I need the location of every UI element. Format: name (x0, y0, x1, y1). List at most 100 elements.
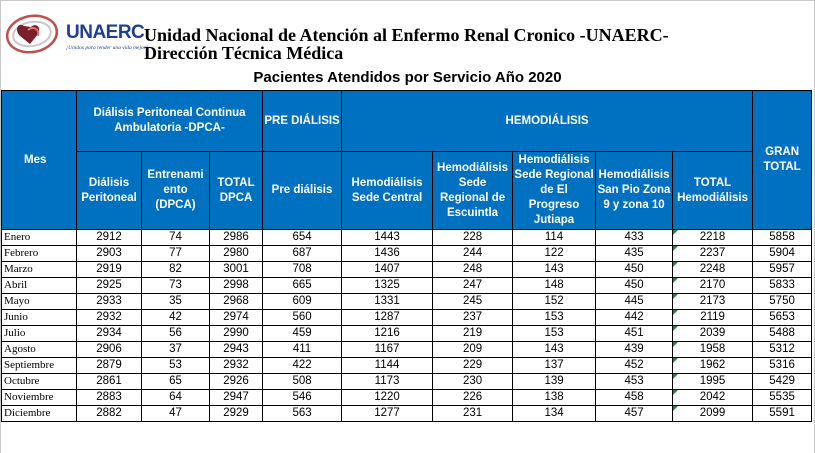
cell-dialisis-peritoneal[interactable]: 2861 (76, 373, 142, 390)
cell-gran-total[interactable]: 5750 (752, 293, 813, 310)
cell-hemo-central[interactable]: 1277 (341, 405, 434, 422)
cell-gran-total[interactable]: 5653 (752, 309, 813, 326)
cell-total-hemo[interactable]: 2119 (672, 309, 754, 326)
cell-hemo-escuintla[interactable]: 244 (432, 245, 514, 262)
cell-hemo-sanpio[interactable]: 450 (595, 261, 674, 278)
cell-mes[interactable]: Mayo (1, 293, 77, 310)
cell-mes[interactable]: Septiembre (1, 357, 77, 374)
cell-pre-dialisis[interactable]: 560 (262, 309, 343, 326)
cell-total-hemo[interactable]: 2099 (672, 405, 754, 422)
cell-hemo-central[interactable]: 1325 (341, 277, 434, 294)
cell-pre-dialisis[interactable]: 563 (262, 405, 343, 422)
cell-dialisis-peritoneal[interactable]: 2919 (76, 261, 142, 278)
cell-dialisis-peritoneal[interactable]: 2883 (76, 389, 142, 406)
cell-hemo-escuintla[interactable]: 237 (432, 309, 514, 326)
cell-total-dpca[interactable]: 2986 (208, 229, 264, 246)
cell-entrenamiento[interactable]: 47 (141, 405, 210, 422)
cell-dialisis-peritoneal[interactable]: 2925 (76, 277, 142, 294)
cell-hemo-escuintla[interactable]: 247 (432, 277, 514, 294)
cell-total-hemo[interactable]: 2237 (672, 245, 754, 262)
cell-dialisis-peritoneal[interactable]: 2912 (76, 229, 142, 246)
cell-hemo-sanpio[interactable]: 442 (595, 309, 674, 326)
cell-entrenamiento[interactable]: 65 (141, 373, 210, 390)
cell-total-dpca[interactable]: 2998 (208, 277, 264, 294)
cell-pre-dialisis[interactable]: 609 (262, 293, 343, 310)
cell-total-dpca[interactable]: 2947 (208, 389, 264, 406)
cell-total-dpca[interactable]: 2968 (208, 293, 264, 310)
cell-pre-dialisis[interactable]: 508 (262, 373, 343, 390)
cell-total-dpca[interactable]: 3001 (208, 261, 264, 278)
cell-hemo-sanpio[interactable]: 445 (595, 293, 674, 310)
cell-pre-dialisis[interactable]: 665 (262, 277, 343, 294)
cell-hemo-central[interactable]: 1407 (341, 261, 434, 278)
cell-hemo-sanpio[interactable]: 450 (595, 277, 674, 294)
cell-gran-total[interactable]: 5833 (752, 277, 813, 294)
cell-hemo-central[interactable]: 1443 (341, 229, 434, 246)
cell-gran-total[interactable]: 5858 (752, 229, 813, 246)
cell-pre-dialisis[interactable]: 459 (262, 325, 343, 342)
cell-hemo-central[interactable]: 1220 (341, 389, 434, 406)
cell-hemo-escuintla[interactable]: 231 (432, 405, 514, 422)
cell-hemo-central[interactable]: 1216 (341, 325, 434, 342)
cell-total-dpca[interactable]: 2980 (208, 245, 264, 262)
cell-hemo-central[interactable]: 1167 (341, 341, 434, 358)
cell-total-hemo[interactable]: 2218 (672, 229, 754, 246)
cell-hemo-jutiapa[interactable]: 134 (512, 405, 597, 422)
cell-total-hemo[interactable]: 2173 (672, 293, 754, 310)
cell-hemo-jutiapa[interactable]: 143 (512, 341, 597, 358)
cell-gran-total[interactable]: 5429 (752, 373, 813, 390)
cell-entrenamiento[interactable]: 64 (141, 389, 210, 406)
cell-entrenamiento[interactable]: 37 (141, 341, 210, 358)
cell-pre-dialisis[interactable]: 546 (262, 389, 343, 406)
cell-hemo-jutiapa[interactable]: 152 (512, 293, 597, 310)
cell-total-hemo[interactable]: 1995 (672, 373, 754, 390)
cell-dialisis-peritoneal[interactable]: 2933 (76, 293, 142, 310)
cell-entrenamiento[interactable]: 42 (141, 309, 210, 326)
cell-entrenamiento[interactable]: 82 (141, 261, 210, 278)
cell-total-dpca[interactable]: 2929 (208, 405, 264, 422)
cell-total-dpca[interactable]: 2932 (208, 357, 264, 374)
cell-total-hemo[interactable]: 2039 (672, 325, 754, 342)
cell-total-dpca[interactable]: 2943 (208, 341, 264, 358)
cell-total-hemo[interactable]: 2170 (672, 277, 754, 294)
cell-hemo-sanpio[interactable]: 451 (595, 325, 674, 342)
cell-gran-total[interactable]: 5488 (752, 325, 813, 342)
cell-entrenamiento[interactable]: 77 (141, 245, 210, 262)
cell-hemo-escuintla[interactable]: 209 (432, 341, 514, 358)
cell-entrenamiento[interactable]: 35 (141, 293, 210, 310)
cell-gran-total[interactable]: 5316 (752, 357, 813, 374)
cell-gran-total[interactable]: 5904 (752, 245, 813, 262)
cell-entrenamiento[interactable]: 74 (141, 229, 210, 246)
cell-hemo-jutiapa[interactable]: 153 (512, 325, 597, 342)
cell-mes[interactable]: Febrero (1, 245, 77, 262)
cell-pre-dialisis[interactable]: 654 (262, 229, 343, 246)
cell-dialisis-peritoneal[interactable]: 2906 (76, 341, 142, 358)
cell-gran-total[interactable]: 5535 (752, 389, 813, 406)
cell-hemo-jutiapa[interactable]: 153 (512, 309, 597, 326)
cell-hemo-escuintla[interactable]: 229 (432, 357, 514, 374)
cell-mes[interactable]: Octubre (1, 373, 77, 390)
cell-mes[interactable]: Marzo (1, 261, 77, 278)
cell-gran-total[interactable]: 5591 (752, 405, 813, 422)
cell-entrenamiento[interactable]: 53 (141, 357, 210, 374)
cell-total-hemo[interactable]: 2042 (672, 389, 754, 406)
cell-mes[interactable]: Enero (1, 229, 77, 246)
cell-hemo-sanpio[interactable]: 458 (595, 389, 674, 406)
cell-entrenamiento[interactable]: 56 (141, 325, 210, 342)
cell-hemo-sanpio[interactable]: 435 (595, 245, 674, 262)
cell-total-dpca[interactable]: 2990 (208, 325, 264, 342)
cell-pre-dialisis[interactable]: 411 (262, 341, 343, 358)
cell-total-hemo[interactable]: 1958 (672, 341, 754, 358)
cell-hemo-escuintla[interactable]: 219 (432, 325, 514, 342)
cell-pre-dialisis[interactable]: 687 (262, 245, 343, 262)
cell-hemo-sanpio[interactable]: 433 (595, 229, 674, 246)
cell-hemo-central[interactable]: 1436 (341, 245, 434, 262)
cell-mes[interactable]: Abril (1, 277, 77, 294)
cell-dialisis-peritoneal[interactable]: 2934 (76, 325, 142, 342)
cell-mes[interactable]: Junio (1, 309, 77, 326)
cell-hemo-escuintla[interactable]: 230 (432, 373, 514, 390)
cell-total-dpca[interactable]: 2974 (208, 309, 264, 326)
cell-dialisis-peritoneal[interactable]: 2879 (76, 357, 142, 374)
cell-dialisis-peritoneal[interactable]: 2903 (76, 245, 142, 262)
cell-hemo-jutiapa[interactable]: 148 (512, 277, 597, 294)
